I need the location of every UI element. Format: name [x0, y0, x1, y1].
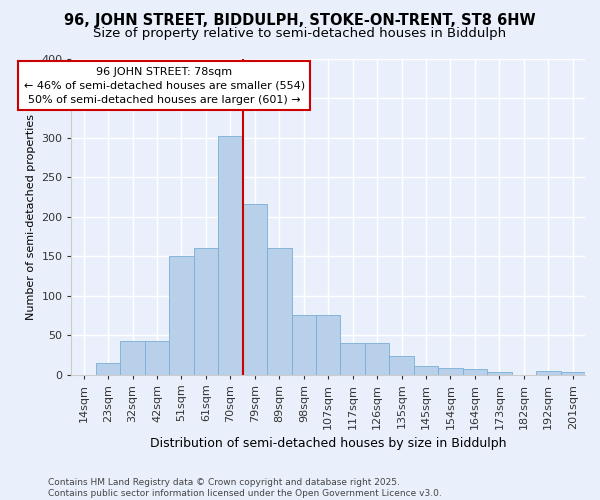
X-axis label: Distribution of semi-detached houses by size in Biddulph: Distribution of semi-detached houses by …: [150, 437, 506, 450]
Bar: [242, 204, 267, 374]
Bar: [340, 343, 365, 374]
Bar: [316, 314, 340, 374]
Bar: [365, 343, 389, 374]
Bar: [414, 366, 438, 374]
Bar: [194, 248, 218, 374]
Bar: [536, 372, 560, 374]
Bar: [218, 136, 242, 374]
Bar: [463, 369, 487, 374]
Bar: [169, 256, 194, 374]
Text: 96 JOHN STREET: 78sqm
← 46% of semi-detached houses are smaller (554)
50% of sem: 96 JOHN STREET: 78sqm ← 46% of semi-deta…: [24, 67, 305, 105]
Bar: [560, 372, 585, 374]
Bar: [96, 363, 121, 374]
Bar: [267, 248, 292, 374]
Bar: [145, 340, 169, 374]
Bar: [389, 356, 414, 374]
Bar: [292, 314, 316, 374]
Bar: [487, 372, 512, 374]
Bar: [438, 368, 463, 374]
Text: Contains HM Land Registry data © Crown copyright and database right 2025.
Contai: Contains HM Land Registry data © Crown c…: [48, 478, 442, 498]
Text: Size of property relative to semi-detached houses in Biddulph: Size of property relative to semi-detach…: [94, 28, 506, 40]
Bar: [121, 340, 145, 374]
Text: 96, JOHN STREET, BIDDULPH, STOKE-ON-TRENT, ST8 6HW: 96, JOHN STREET, BIDDULPH, STOKE-ON-TREN…: [64, 12, 536, 28]
Y-axis label: Number of semi-detached properties: Number of semi-detached properties: [26, 114, 36, 320]
